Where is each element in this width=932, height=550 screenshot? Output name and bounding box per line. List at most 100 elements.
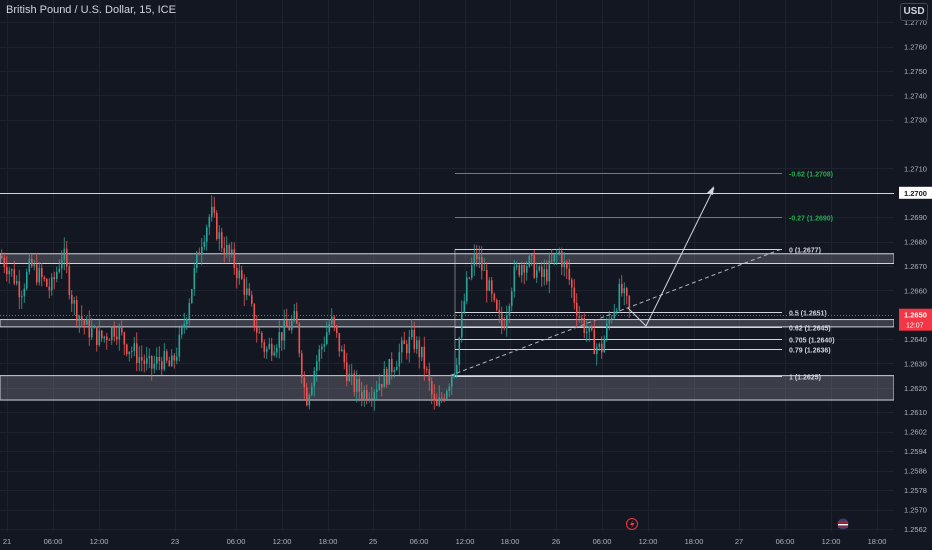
candle: [203, 235, 206, 251]
candle: [563, 252, 566, 277]
candle: [586, 320, 588, 343]
time-tick-label: 06:00: [410, 537, 429, 546]
us-flag-icon[interactable]: [837, 518, 849, 530]
candle: [86, 315, 88, 326]
candle: [518, 264, 521, 278]
fib-level-label: 0.5 (1.2651): [789, 311, 827, 318]
candle: [436, 393, 438, 407]
candle: [546, 260, 548, 285]
candle: [408, 329, 411, 363]
candle: [206, 224, 208, 251]
mid-zone[interactable]: [0, 319, 895, 328]
candle: [183, 312, 186, 334]
price-tick-label: 1.2594: [904, 447, 927, 456]
candle: [73, 296, 76, 316]
candle: [398, 343, 401, 376]
candle: [78, 314, 81, 333]
candle: [271, 337, 273, 361]
candle: [446, 389, 448, 402]
candle: [583, 312, 586, 339]
candles: [1, 195, 631, 411]
lightning-icon[interactable]: [626, 518, 638, 530]
candle: [81, 305, 83, 328]
fib-level-label: -0.27 (1.2690): [789, 216, 833, 223]
candle: [98, 320, 101, 347]
candle: [471, 257, 473, 281]
candle: [516, 261, 518, 271]
candle: [541, 261, 543, 287]
fibonacci-tool[interactable]: -0.62 (1.2708) -0.27 (1.2690) 0 (1.2677) 0.…: [454, 172, 835, 382]
candle: [363, 385, 366, 407]
fib-trend-line[interactable]: [449, 248, 783, 377]
candle: [43, 275, 46, 282]
candle: [221, 227, 223, 253]
candle: [236, 263, 238, 289]
candle: [521, 261, 523, 283]
candle: [426, 366, 428, 374]
candle: [173, 353, 176, 369]
candle: [58, 259, 61, 274]
candle: [281, 332, 283, 351]
price-tick-label: 1.2770: [904, 18, 927, 27]
candle: [421, 346, 423, 362]
price-tick-label: 1.2620: [904, 384, 927, 393]
candle: [156, 347, 158, 370]
candle: [63, 237, 66, 271]
candle: [531, 254, 533, 267]
candle: [416, 336, 418, 354]
candle: [443, 393, 446, 403]
candle: [613, 303, 616, 320]
candle: [238, 263, 241, 285]
price-tick-label: 1.2630: [904, 359, 927, 368]
candle: [68, 262, 71, 300]
candle: [346, 352, 348, 387]
candle: [601, 336, 603, 359]
candle: [146, 346, 148, 371]
candle: [513, 260, 516, 298]
candle: [528, 253, 531, 268]
fib-level-label: 0.705 (1.2640): [789, 338, 835, 345]
time-tick-label: 12:00: [456, 537, 475, 546]
candle: [616, 307, 618, 315]
candle: [268, 337, 271, 350]
time-tick-label: 18:00: [501, 537, 520, 546]
currency-button[interactable]: USD: [900, 3, 928, 21]
candle: [233, 242, 236, 275]
candle: [248, 283, 251, 297]
candle: [378, 373, 381, 391]
candle: [256, 315, 258, 343]
candle: [458, 336, 461, 373]
candle: [128, 351, 131, 362]
candle: [358, 374, 361, 402]
candle: [123, 331, 126, 356]
candle: [578, 306, 581, 323]
candle: [488, 277, 491, 292]
candle: [171, 349, 173, 367]
time-tick-label: 12:00: [822, 537, 841, 546]
time-tick-label: 23: [171, 537, 179, 546]
candle: [323, 336, 326, 352]
candle: [311, 382, 313, 397]
candle: [176, 347, 178, 365]
candle: [88, 310, 91, 346]
symbol-title: British Pound / U.S. Dollar, 15, ICE: [6, 4, 176, 16]
projection-arrow[interactable]: [627, 186, 715, 327]
fib-level-label: -0.62 (1.2708): [789, 172, 833, 179]
time-axis[interactable]: 21 06:00 12:00 23 06:00 12:00 18:00 25 06:00 12:0…: [0, 531, 894, 550]
candle: [553, 254, 556, 266]
price-tick-label: 1.2570: [904, 506, 927, 515]
candle: [83, 318, 86, 335]
price-axis[interactable]: 1.2770 1.2760 1.2750 1.2740 1.2730 1.2710 1.26…: [894, 0, 932, 550]
candle: [151, 355, 153, 381]
candle: [241, 265, 243, 280]
candle: [508, 303, 511, 323]
candle: [108, 338, 111, 341]
candle: [388, 358, 391, 385]
current-price-label-bg: [899, 308, 932, 331]
candle: [396, 360, 398, 371]
candle: [626, 286, 628, 305]
candle: [608, 310, 611, 331]
resistance-zone[interactable]: [0, 253, 895, 264]
